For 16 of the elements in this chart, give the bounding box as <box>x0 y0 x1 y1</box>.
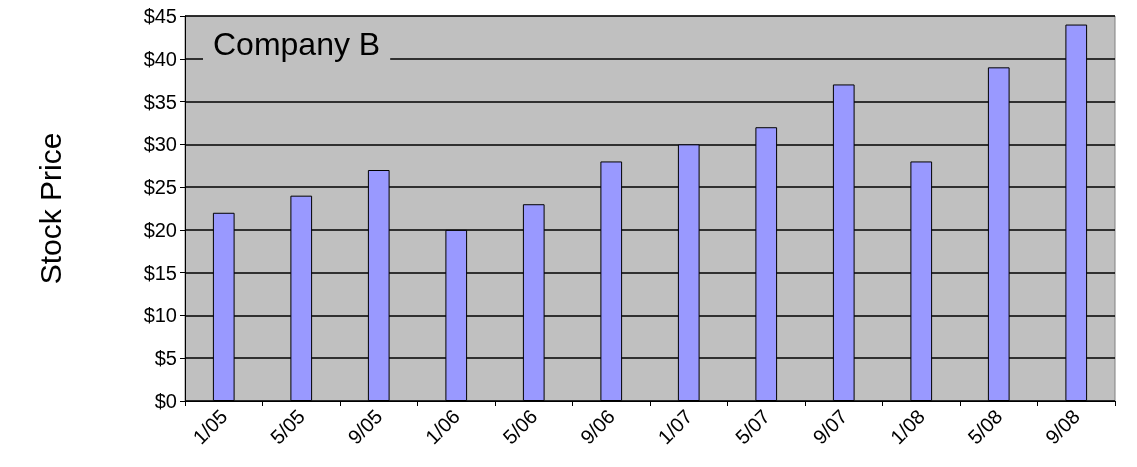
x-tick-label: 5/08 <box>963 405 1007 449</box>
y-tick-label: $20 <box>143 218 177 241</box>
y-tick-label: $0 <box>154 390 177 412</box>
y-tick-label: $45 <box>143 5 177 27</box>
y-tick-label: $15 <box>143 261 177 284</box>
x-tick-label: 9/06 <box>575 405 620 449</box>
y-tick-label: $30 <box>143 133 177 156</box>
y-tick-label: $25 <box>143 176 177 199</box>
y-tick-label: $10 <box>143 304 177 327</box>
y-tick-label: $5 <box>154 347 177 370</box>
y-axis-title: Stock Price <box>33 132 67 285</box>
y-tick-label: $40 <box>143 47 177 70</box>
x-tick-label: 9/08 <box>1040 405 1085 449</box>
chart-title: Company B <box>213 26 381 62</box>
y-tick-label: $35 <box>143 90 177 113</box>
x-tick-label: 5/06 <box>498 405 542 449</box>
